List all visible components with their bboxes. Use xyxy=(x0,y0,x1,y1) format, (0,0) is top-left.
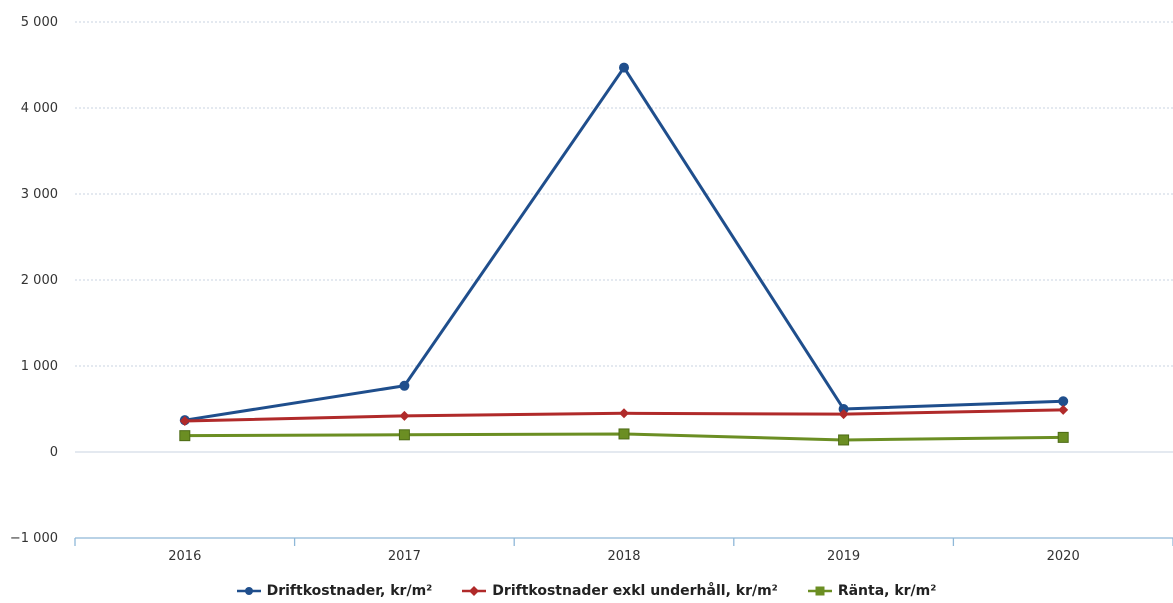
x-tick-label: 2020 xyxy=(1047,549,1080,564)
legend-item-driftkostnader-exkl[interactable]: Driftkostnader exkl underhåll, kr/m² xyxy=(462,583,778,599)
y-axis-ticks: −1 000 0 1 000 2 000 3 000 4 000 5 000 xyxy=(10,15,58,546)
grid-layer xyxy=(75,21,1173,453)
data-point[interactable] xyxy=(838,409,849,420)
data-point[interactable] xyxy=(1058,396,1069,407)
diamond-marker-icon xyxy=(462,586,487,596)
series-0 xyxy=(179,62,1069,426)
data-point[interactable] xyxy=(618,428,630,440)
data-point[interactable] xyxy=(619,408,629,419)
y-tick-label: 3 000 xyxy=(21,187,58,202)
data-point[interactable] xyxy=(838,434,850,446)
x-tick-label: 2017 xyxy=(388,549,421,564)
legend-label-driftkostnader: Driftkostnader, kr/m² xyxy=(266,583,433,599)
circle-marker-icon xyxy=(236,587,261,595)
legend-item-driftkostnader[interactable]: Driftkostnader, kr/m² xyxy=(236,583,433,599)
y-tick-label: 1 000 xyxy=(21,359,58,374)
data-point[interactable] xyxy=(838,404,849,414)
series-2 xyxy=(179,428,1069,446)
data-point[interactable] xyxy=(179,416,190,427)
x-axis: 2016 2017 2018 2019 2020 xyxy=(74,537,1173,564)
data-point[interactable] xyxy=(619,62,629,73)
data-point[interactable] xyxy=(399,380,410,391)
y-tick-label: −1 000 xyxy=(10,531,58,546)
legend-label-ranta: Ränta, kr/m² xyxy=(837,583,937,599)
y-tick-label: 0 xyxy=(50,445,58,460)
series-line xyxy=(184,66,1064,422)
series-1 xyxy=(179,404,1069,427)
square-marker-icon xyxy=(807,586,832,596)
legend-label-driftkostnader-exkl: Driftkostnader exkl underhåll, kr/m² xyxy=(492,583,778,599)
legend-item-ranta[interactable]: Ränta, kr/m² xyxy=(807,583,937,599)
data-point[interactable] xyxy=(179,430,191,442)
x-tick-label: 2016 xyxy=(168,549,201,564)
data-point[interactable] xyxy=(1057,431,1069,443)
data-point[interactable] xyxy=(1058,404,1069,415)
data-point[interactable] xyxy=(399,410,410,421)
x-tick-label: 2019 xyxy=(827,549,860,564)
data-point[interactable] xyxy=(398,429,410,441)
x-tick-label: 2018 xyxy=(607,549,640,564)
series-layer xyxy=(179,62,1069,446)
y-tick-label: 5 000 xyxy=(21,15,58,30)
legend: Driftkostnader, kr/m² Driftkostnader exk… xyxy=(0,583,1173,599)
y-tick-label: 4 000 xyxy=(21,101,58,116)
y-tick-label: 2 000 xyxy=(21,273,58,288)
